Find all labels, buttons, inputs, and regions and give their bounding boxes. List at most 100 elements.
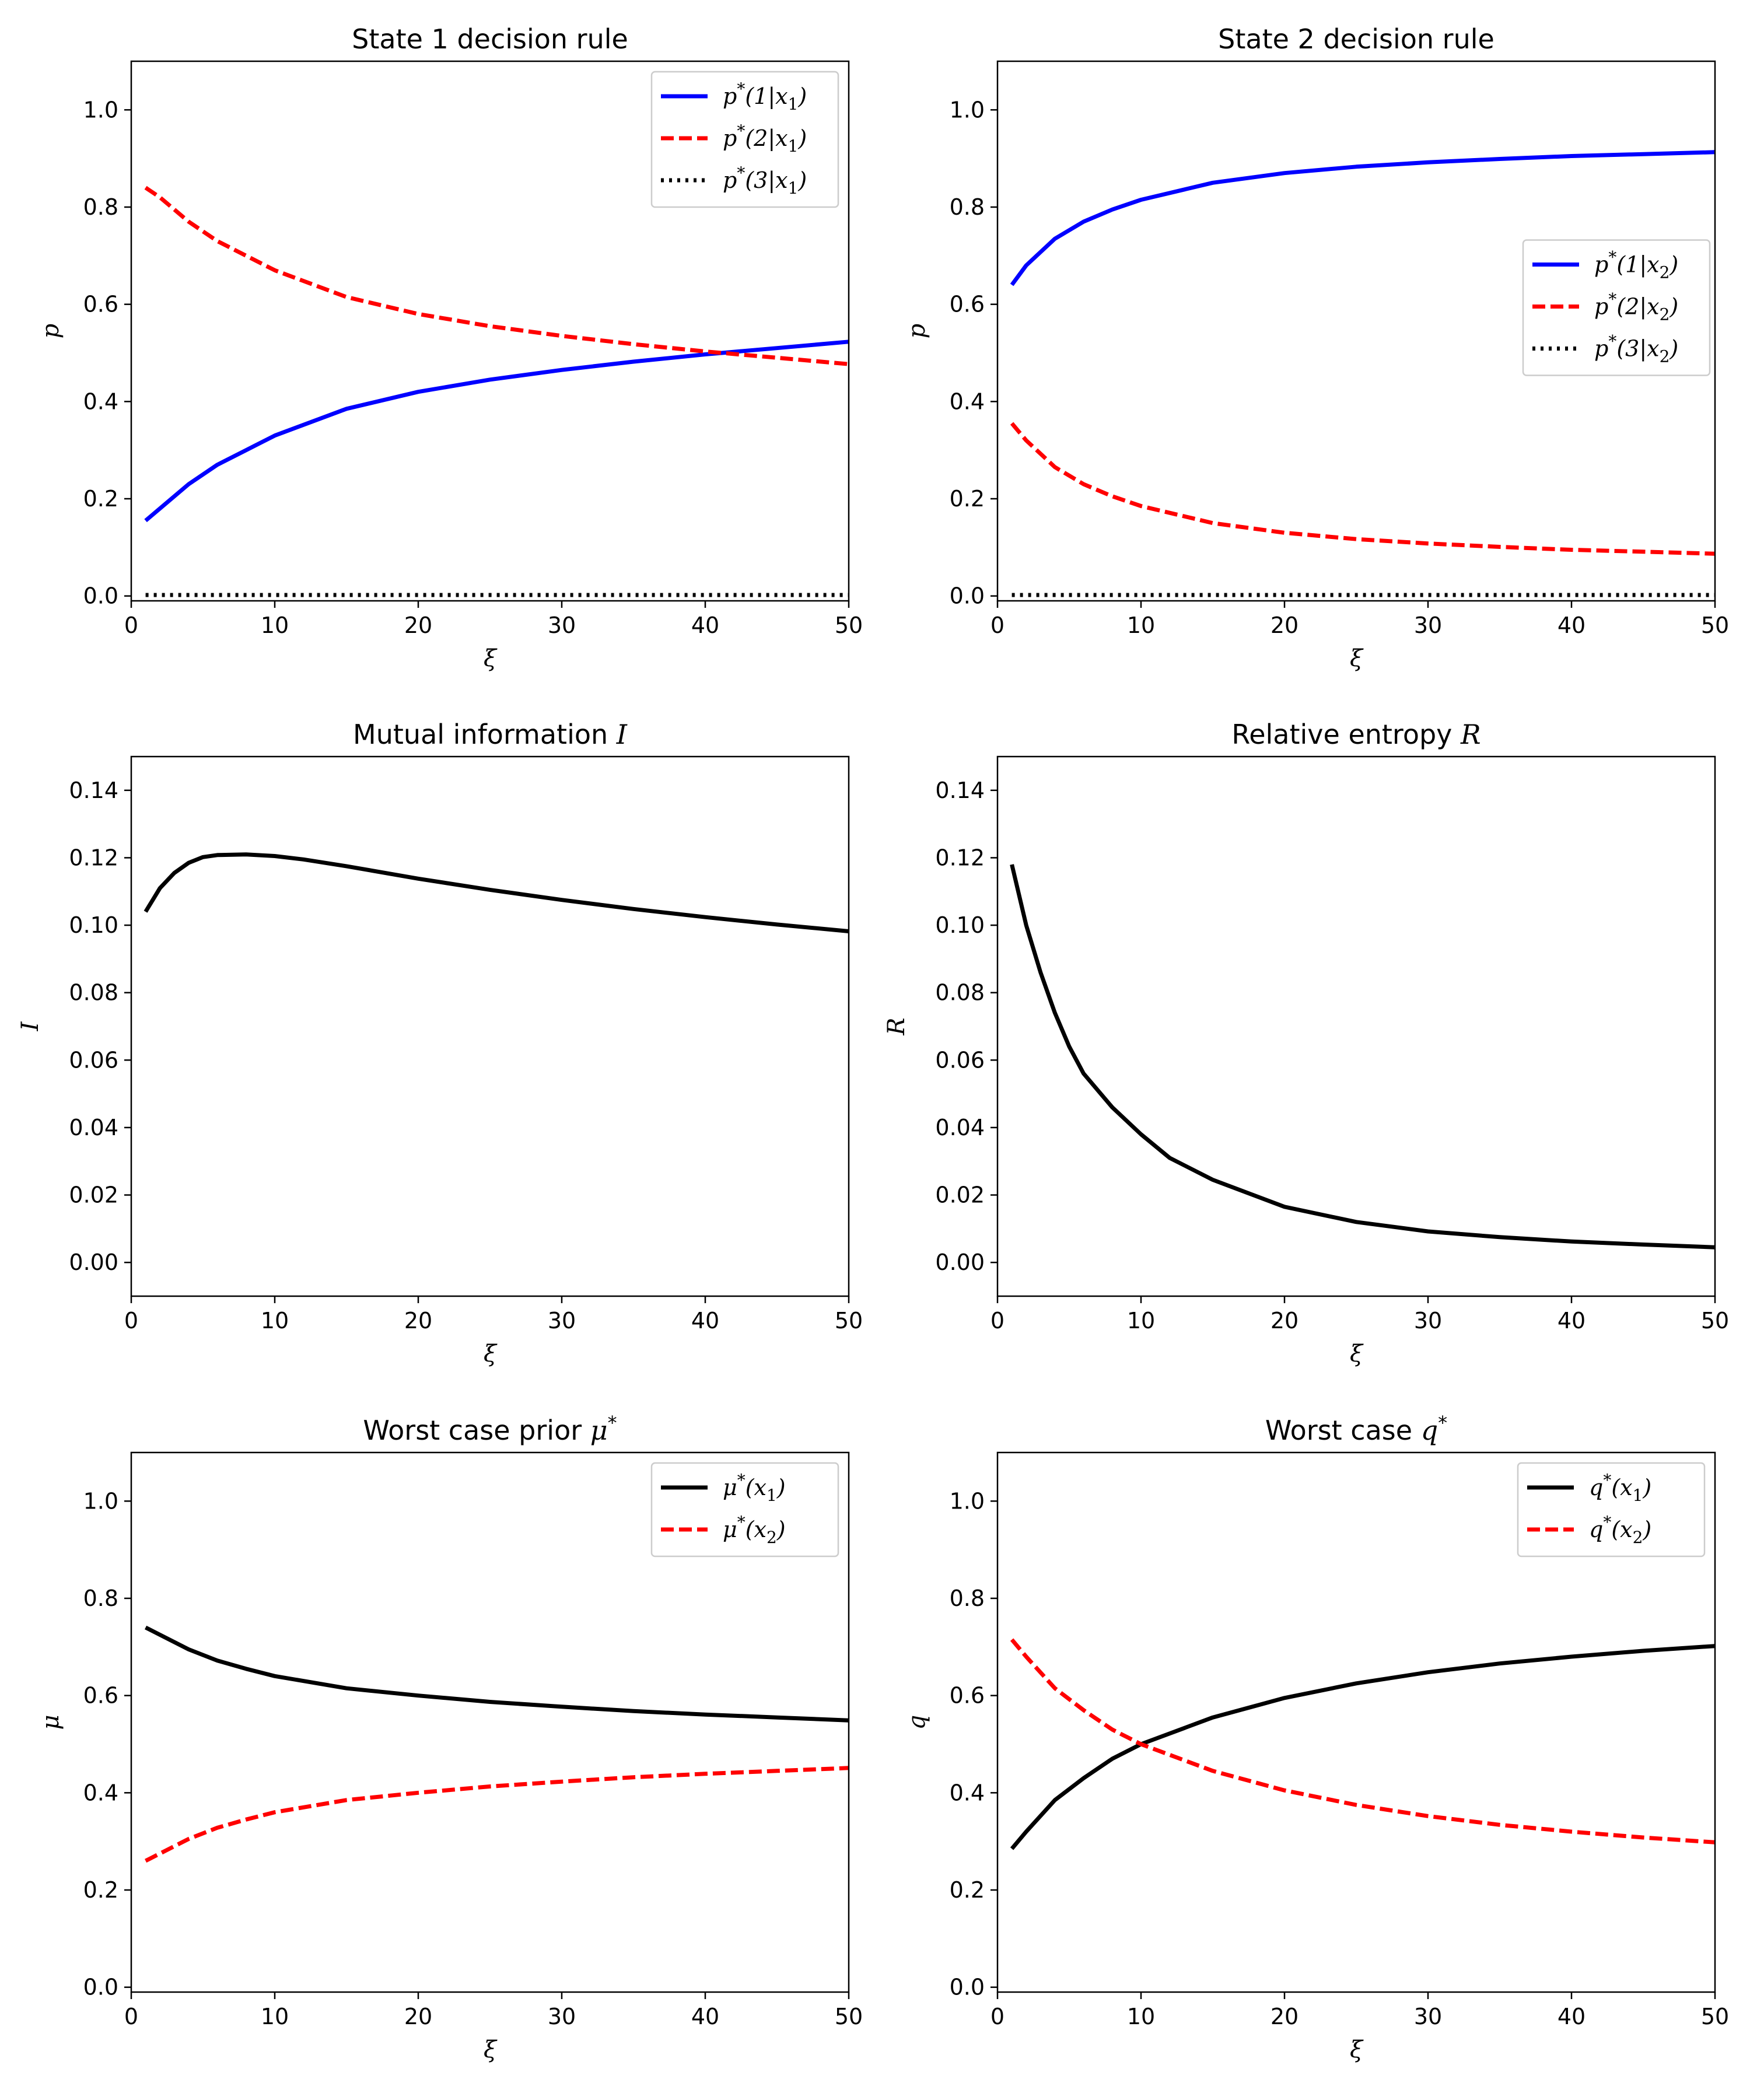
chart-title: State 2 decision rule	[1218, 23, 1494, 55]
x-tick-label: 0	[124, 2004, 138, 2029]
x-tick-label: 30	[1414, 1308, 1442, 1334]
y-tick-label: 0.2	[950, 486, 985, 512]
legend-entry-part: )	[776, 1475, 786, 1500]
legend-entry-label: μ*(x2)	[723, 1513, 786, 1547]
legend-entry-part: 1	[766, 1486, 777, 1505]
legend-entry-part: p	[1594, 336, 1608, 362]
series-line-1	[1010, 150, 1716, 286]
x-tick-label: 0	[991, 2004, 1005, 2029]
series-line-1	[1010, 864, 1716, 1250]
legend-entry-part: (1|x	[745, 83, 788, 109]
legend-entry-part: *	[1608, 332, 1616, 351]
y-tick-label: 0.08	[935, 980, 985, 1006]
legend-entry-label: p*(1|x1)	[723, 79, 807, 114]
y-tick-label: 0.00	[69, 1250, 118, 1275]
chart-title-part: Mutual information	[353, 719, 617, 750]
chart-panel-6: Worst case q*0 10 20 30 40 500.00.20.40.60.81…	[904, 1412, 1729, 2063]
chart-panel-4: Relative entropy R 0 10 20 30 40 50 0.00 0.02 0.0…	[883, 719, 1729, 1367]
chart-title: State 1 decision rule	[352, 23, 628, 55]
legend-entry-part: 2	[1633, 1528, 1643, 1547]
x-tick-label: 50	[835, 612, 863, 638]
axes-frame	[996, 1451, 1716, 1993]
legend-entry-label: p*(3|x1)	[723, 163, 807, 198]
y-axis-label: μ	[37, 1715, 64, 1730]
legend-entry-part: 2	[1660, 305, 1670, 324]
legend-entry-part: (3|x	[1616, 336, 1659, 362]
x-tick-label: 0	[124, 1308, 138, 1334]
legend-entry-part: 2	[1660, 347, 1670, 366]
y-tick-label: 0.12	[69, 845, 118, 870]
legend-entry-label: μ*(x1)	[723, 1471, 786, 1505]
legend-entry-part: )	[797, 125, 807, 151]
y-tick-label: 0.12	[935, 845, 985, 870]
legend-entry-part: (x	[746, 1475, 766, 1500]
chart-panel-5: Worst case prior μ*0 10 20 30 40 500.00.20.40…	[37, 1412, 863, 2063]
legend-entry-part: 1	[788, 136, 799, 156]
x-tick-label: 50	[835, 2004, 863, 2029]
series-line-2	[1010, 422, 1716, 556]
y-tick-label: 0.6	[950, 292, 985, 317]
chart-title: Mutual information I	[353, 719, 628, 750]
x-tick-label: 20	[1270, 1308, 1298, 1334]
x-tick-label: 50	[835, 1308, 863, 1334]
legend: p*(1|x1)p*(2|x1)p*(3|x1)	[650, 71, 839, 208]
legend-entry-part: (x	[1611, 1475, 1632, 1500]
y-tick-label: 0.8	[83, 1586, 118, 1611]
x-tick-label: 10	[1127, 1308, 1155, 1334]
y-tick-label: 0.6	[83, 292, 118, 317]
x-tick-label: 40	[691, 1308, 719, 1334]
y-tick-label: 1.0	[83, 97, 118, 123]
legend-entry-part: p	[1594, 252, 1608, 278]
legend-entry-part: )	[1642, 1517, 1651, 1542]
legend-entry-part: p	[723, 167, 737, 193]
axes-frame	[996, 60, 1716, 602]
x-tick-label: 20	[1270, 2004, 1298, 2029]
x-axis-label: ξ	[1350, 1340, 1364, 1367]
legend-entry-part: (2|x	[1616, 294, 1659, 320]
legend-entry-part: *	[1608, 290, 1616, 309]
legend-entry-part: p	[1594, 294, 1608, 320]
legend-entry-label: q*(x1)	[1589, 1471, 1651, 1505]
x-tick-label: 20	[404, 1308, 432, 1334]
y-tick-label: 0.02	[935, 1182, 985, 1208]
legend-entry-part: )	[776, 1517, 786, 1542]
legend-entry-part: )	[1669, 336, 1678, 362]
y-tick-label: 0.4	[950, 388, 985, 414]
legend-entry-part: *	[1603, 1513, 1611, 1532]
chart-title: Worst case q*	[1265, 1412, 1447, 1446]
y-tick-label: 0.8	[83, 194, 118, 220]
x-tick-label: 20	[1270, 612, 1298, 638]
series-line-1	[145, 1625, 849, 1723]
y-tick-label: 0.14	[69, 778, 118, 803]
series-line-2	[1010, 1638, 1716, 1845]
legend-entry-part: (2|x	[745, 125, 788, 151]
y-axis-label: R	[883, 1017, 910, 1035]
y-tick-label: 0.6	[950, 1683, 985, 1709]
legend-entry-part: *	[737, 1471, 746, 1490]
legend-entry-part: )	[1642, 1475, 1651, 1500]
legend-entry-part: *	[737, 121, 745, 141]
legend-entry-part: (x	[746, 1517, 766, 1542]
x-tick-label: 40	[1558, 612, 1586, 638]
x-tick-label: 10	[261, 1308, 289, 1334]
legend-entry-part: )	[797, 83, 807, 109]
legend-entry-label: p*(3|x2)	[1594, 332, 1678, 366]
x-tick-label: 40	[1558, 1308, 1586, 1334]
x-tick-label: 50	[1701, 1308, 1729, 1334]
series-line-1	[144, 852, 849, 933]
axes-frame	[130, 755, 850, 1297]
legend-entry-part: p	[723, 125, 737, 151]
y-tick-label: 0.04	[69, 1115, 118, 1140]
legend-frame	[650, 71, 839, 208]
legend-entry-part: (x	[1611, 1517, 1632, 1542]
y-axis-label: p	[904, 324, 930, 339]
x-tick-label: 10	[261, 612, 289, 638]
chart-title-part: q	[1421, 1415, 1438, 1446]
chart-title-part: I	[616, 719, 628, 750]
x-axis-label: ξ	[1350, 645, 1364, 672]
legend-entry-part: 1	[788, 178, 799, 198]
legend: p*(1|x2)p*(2|x2)p*(3|x2)	[1522, 239, 1711, 376]
y-tick-label: 0.00	[935, 1250, 985, 1275]
x-tick-label: 40	[691, 2004, 719, 2029]
